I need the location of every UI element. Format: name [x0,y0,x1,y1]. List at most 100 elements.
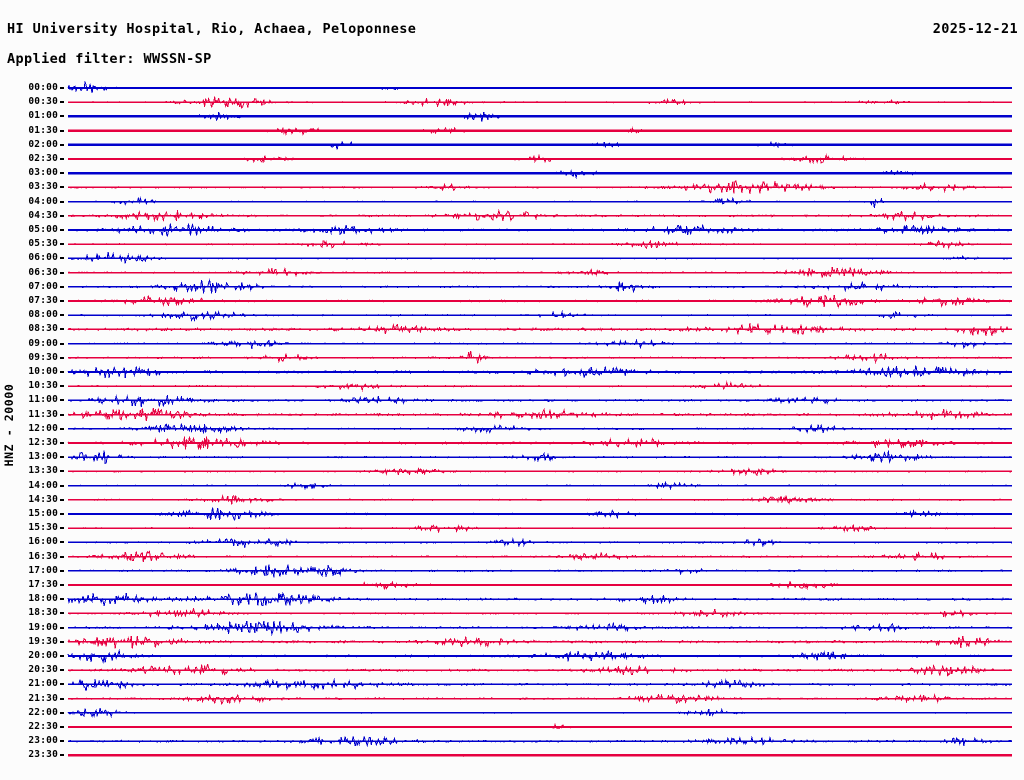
axis-tick [60,513,64,515]
axis-tick [60,754,64,757]
axis-tick [60,243,64,246]
trace-2030 [68,663,1013,677]
trace-0800 [67,310,1013,322]
time-label-0230: 02:30 [28,153,58,164]
axis-tick [60,115,64,118]
time-label-1130: 11:30 [28,408,58,420]
time-label-0200: 02:00 [28,138,58,150]
trace-1830 [67,607,1013,619]
time-label-2230: 22:30 [28,721,58,732]
trace-2300 [67,735,1013,748]
time-label-2200: 22:00 [28,706,58,718]
time-label-0830: 08:30 [28,323,58,335]
trace-1430 [67,494,1013,505]
trace-0630 [67,266,1013,278]
axis-tick [60,328,64,331]
axis-tick [60,101,64,104]
time-label-0900: 09:00 [28,337,58,349]
axis-tick [60,399,64,402]
trace-0000 [67,80,1013,94]
trace-1800 [67,591,1013,607]
trace-0400 [67,196,1013,209]
time-label-1030: 10:30 [28,380,58,392]
time-axis-labels: 00:00 00:30 01:00 01:30 02:00 02:30 03:00 03:30… [0,78,64,778]
trace-1200 [67,423,1013,435]
axis-tick [60,612,64,615]
axis-tick [60,87,64,89]
trace-1500 [67,507,1013,522]
trace-1230 [67,436,1013,450]
time-label-1930: 19:30 [28,635,58,647]
trace-1600 [67,537,1013,548]
axis-tick [60,655,64,657]
trace-0930 [67,351,1013,365]
time-label-1500: 15:00 [28,508,58,519]
time-label-2100: 21:00 [28,678,58,690]
axis-tick [60,598,64,601]
axis-tick [60,584,64,586]
axis-tick [60,541,64,544]
axis-tick [60,385,64,388]
trace-0200 [67,140,1013,150]
trace-2330 [68,753,1013,758]
axis-tick [60,640,64,643]
record-date: 2025-12-21 [932,21,1018,37]
time-label-1800: 18:00 [28,593,58,605]
time-label-0800: 08:00 [28,309,58,321]
axis-tick [60,740,64,743]
axis-tick [60,527,64,530]
trace-1100 [68,394,1013,408]
axis-tick [60,143,64,146]
axis-tick [60,342,64,345]
axis-tick [60,484,64,487]
axis-tick [60,456,64,459]
time-label-0930: 09:30 [28,351,58,363]
axis-tick [60,300,64,302]
time-label-0730: 07:30 [28,295,58,306]
axis-tick [60,172,64,175]
time-label-0630: 06:30 [28,266,58,278]
trace-2130 [67,693,1013,706]
trace-0530 [67,239,1013,250]
axis-tick [60,683,64,686]
trace-0330 [67,180,1013,195]
time-label-1100: 11:00 [28,394,58,406]
trace-1300 [68,450,1013,464]
time-label-0100: 01:00 [28,110,58,122]
time-label-0430: 04:30 [28,209,58,221]
time-label-0530: 05:30 [28,238,58,250]
time-label-1730: 17:30 [28,579,58,590]
axis-tick [60,711,64,714]
trace-2230 [67,722,1013,730]
axis-tick [60,356,64,359]
trace-2000 [67,648,1013,664]
time-label-0700: 07:00 [28,280,58,292]
axis-tick [60,569,64,572]
time-label-0130: 01:30 [28,124,58,136]
trace-2200 [67,707,1013,718]
axis-tick [60,697,64,700]
time-label-2330: 23:30 [28,749,58,761]
axis-tick [60,200,64,203]
trace-0700 [67,278,1013,294]
trace-0730 [67,294,1013,309]
seismic-traces [67,80,1013,758]
time-label-0300: 03:00 [28,167,58,179]
time-label-2130: 21:30 [28,692,58,704]
trace-0900 [67,338,1013,350]
time-label-1900: 19:00 [28,621,58,633]
time-label-0500: 05:00 [28,224,58,235]
time-label-2000: 20:00 [28,650,58,661]
axis-tick [60,669,64,672]
trace-1130 [67,407,1013,422]
axis-tick [60,158,64,160]
trace-0600 [67,251,1012,264]
trace-0300 [67,169,1013,180]
axis-tick [60,129,64,132]
trace-1330 [67,466,1013,477]
trace-0830 [67,323,1013,337]
axis-tick [60,371,64,373]
trace-1400 [67,480,1013,491]
axis-tick [60,555,64,558]
